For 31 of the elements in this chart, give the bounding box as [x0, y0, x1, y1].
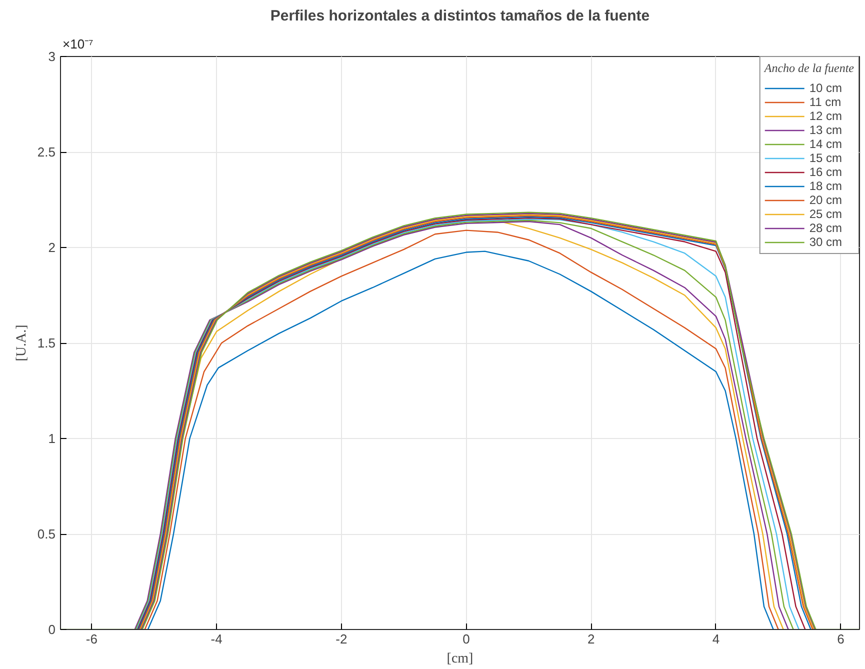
legend-label: 12 cm: [809, 109, 842, 123]
y-tick-label: 2: [48, 240, 56, 255]
y-tick-label: 2.5: [37, 144, 56, 160]
x-tick-label: 6: [837, 632, 844, 646]
legend-label: 25 cm: [809, 207, 842, 221]
x-tick-label: -6: [86, 632, 98, 646]
y-tick-label: 0: [48, 622, 56, 637]
legend-label: 16 cm: [809, 165, 842, 179]
x-tick-label: 0: [462, 632, 470, 646]
x-tick-label: -4: [210, 632, 222, 646]
x-tick-label: -2: [336, 632, 348, 646]
legend-label: 14 cm: [809, 137, 842, 151]
y-tick-label: 3: [48, 49, 56, 64]
x-axis-title: [cm]: [446, 652, 474, 666]
legend-label: 30 cm: [809, 235, 842, 249]
y-tick-label: 0.5: [37, 526, 56, 542]
y-tick-label: 1.5: [37, 336, 56, 350]
legend-label: 11 cm: [809, 95, 842, 109]
chart-title: Perfiles horizontales a distintos tamaños de la fuente: [270, 8, 650, 24]
x-tick-label: 2: [587, 632, 595, 646]
legend-label: 18 cm: [809, 179, 842, 193]
legend-label: 13 cm: [809, 123, 842, 137]
legend-label: 20 cm: [809, 193, 842, 207]
legend-label: 15 cm: [809, 151, 842, 165]
y-tick-label: 1: [48, 431, 56, 446]
text: ×10⁻⁷: [62, 36, 94, 52]
legend-title: Ancho de la fuente: [764, 61, 854, 76]
legend-label: 10 cm: [809, 81, 842, 95]
x-tick-label: 4: [712, 632, 720, 646]
legend-label: 28 cm: [809, 221, 842, 235]
y-axis-title: [U.A.]: [14, 324, 30, 362]
